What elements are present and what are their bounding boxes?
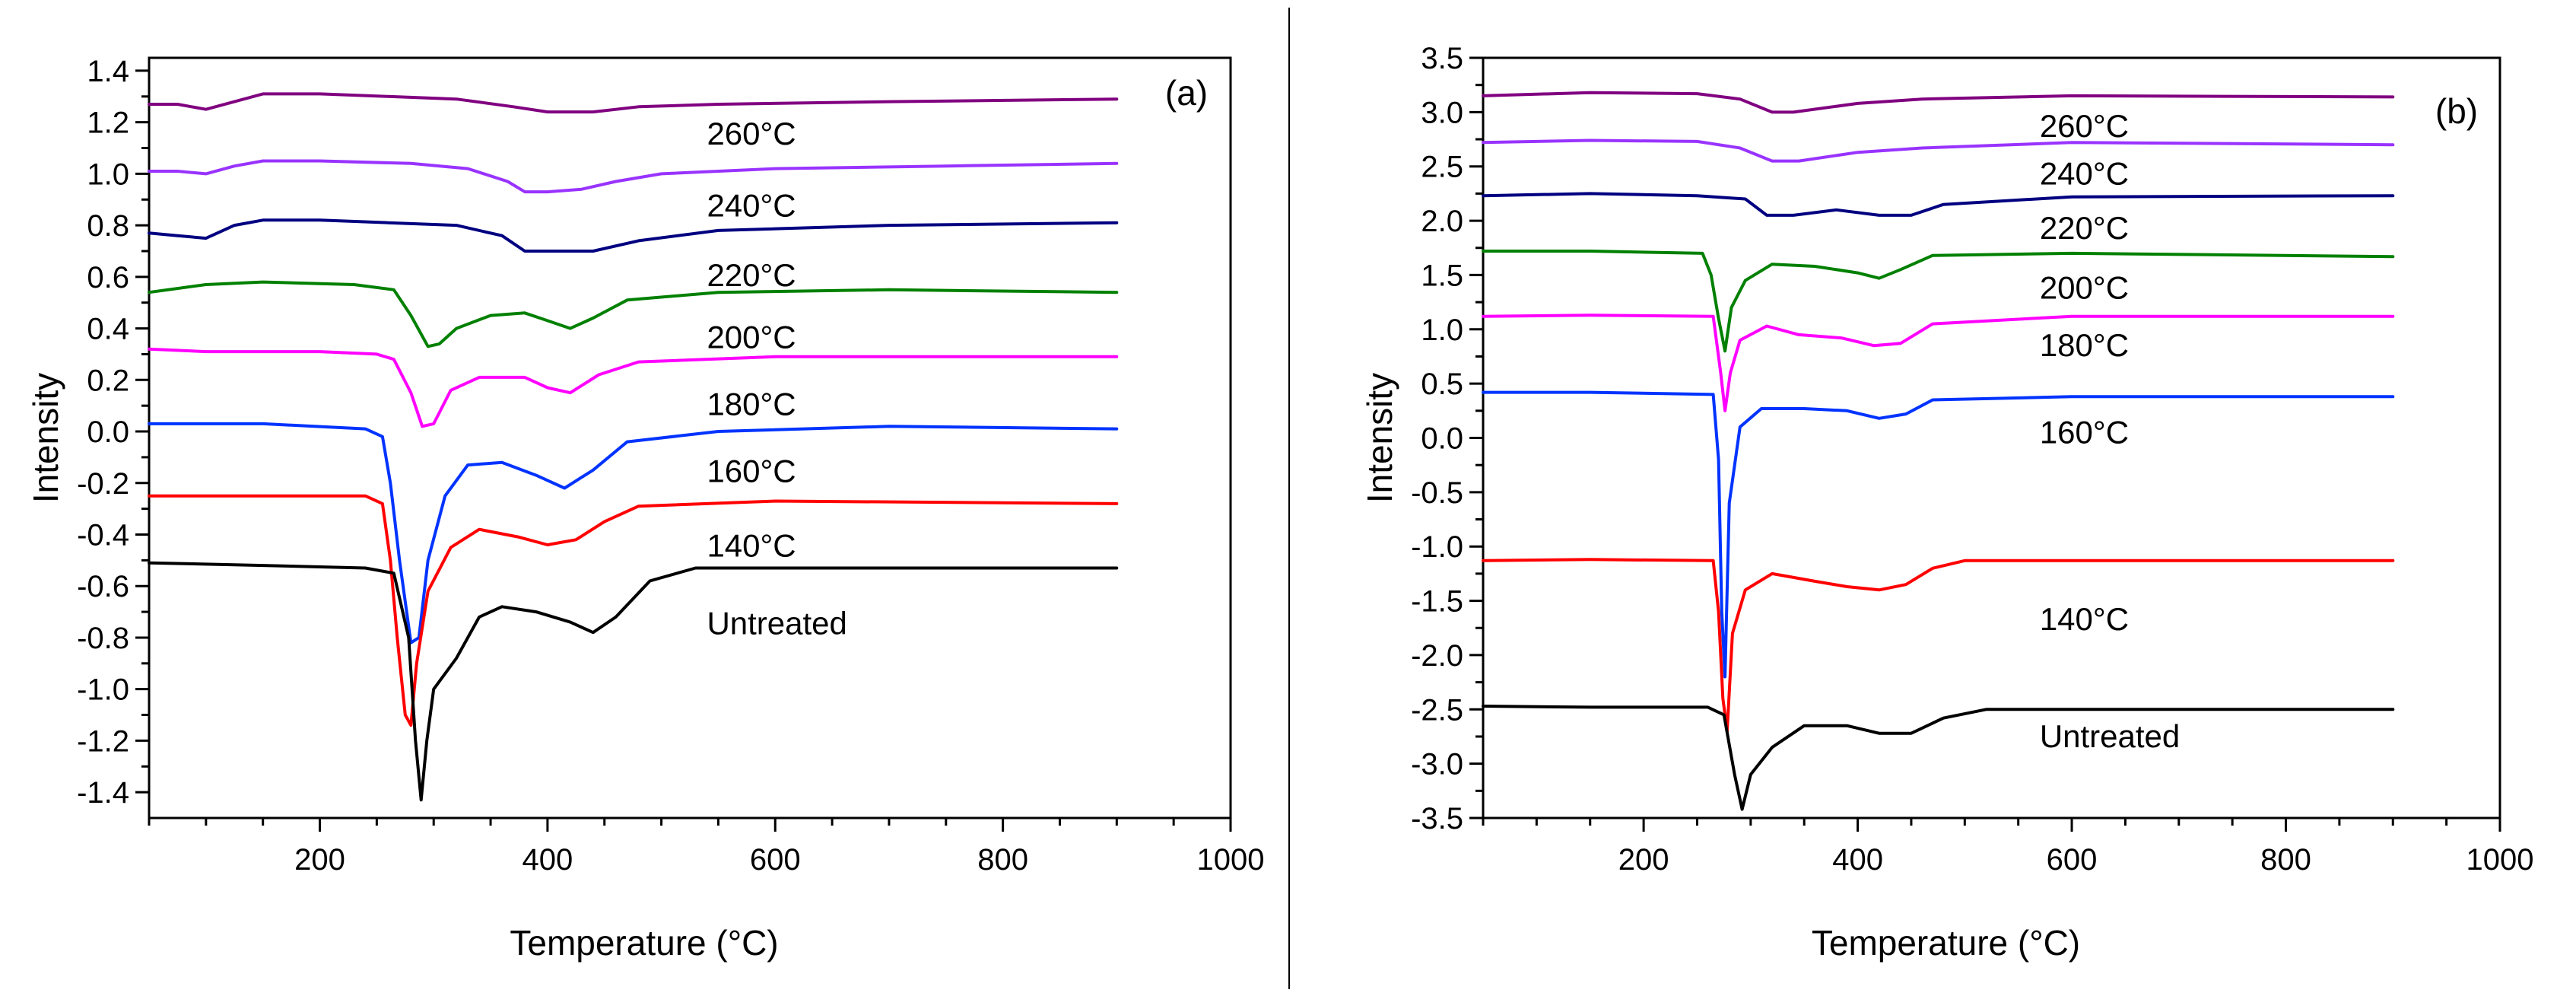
y-tick-label: 0.0 [1421,422,1463,456]
y-tick-label: -0.2 [77,467,129,501]
y-tick-label: -0.4 [77,518,129,552]
x-tick-label: 400 [523,843,573,877]
plot-frame [1482,56,2501,820]
y-tick-label: 3.5 [1421,42,1463,75]
y-tick-label: 1.2 [87,107,129,140]
y-tick-label: 0.2 [87,364,129,397]
series-label: Untreated [707,605,846,641]
series-line-untreated [148,561,1119,802]
series-label: 160°C [2040,414,2129,450]
y-tick-label: 2.0 [1421,205,1463,238]
y-tick-label: 1.4 [87,55,129,88]
series-line-140c [1482,558,2395,733]
y-tick-label: 0.4 [87,313,129,346]
y-tick-label: -1.0 [1411,530,1463,564]
series-line-160c [1482,390,2395,679]
y-tick-label: -0.8 [77,622,129,655]
series-label: 240°C [2040,156,2129,192]
y-tick-label: -1.2 [77,724,129,758]
x-tick-label: 600 [2047,843,2098,877]
series-label: 140°C [2040,601,2129,637]
series-label: 260°C [2040,108,2129,144]
series-label: 160°C [707,454,796,489]
y-axis-label: Intensity [26,373,65,503]
series-line-240c [148,159,1119,194]
y-tick-label: -1.4 [77,776,129,810]
series-label: 220°C [707,257,796,293]
y-tick-label: 3.0 [1421,96,1463,129]
y-tick-label: -0.5 [1411,476,1463,510]
x-axis-label: Temperature (°C) [1812,923,2080,963]
y-tick-label: 1.5 [1421,259,1463,292]
series-line-200c [148,280,1119,349]
series-line-260c [1482,91,2395,114]
x-tick-label: 600 [750,843,801,877]
series-label: 180°C [707,386,796,422]
series-line-260c [148,92,1119,114]
panel-label: (b) [2435,91,2478,131]
series-label: 180°C [2040,327,2129,363]
y-tick-label: -0.6 [77,570,129,603]
series-line-140c [148,494,1119,727]
series-label: 240°C [707,188,796,224]
y-tick-label: -3.5 [1411,802,1463,835]
y-tick-label: 0.8 [87,209,129,243]
series-line-160c [148,422,1119,644]
series-label: Untreated [2040,718,2180,754]
series-label: 220°C [2040,210,2129,246]
series-line-untreated [1482,705,2395,811]
y-tick-label: 0.6 [87,261,129,294]
panel-a: 200 400 600 800 1000 1.4 1.2 1.0 0.8 0.6 0.4 0.2 0.0… [26,55,1264,963]
y-tick-label: -2.0 [1411,639,1463,673]
y-tick-label: 1.0 [1421,313,1463,347]
x-tick-label: 800 [977,843,1028,877]
series-line-200c [1482,250,2395,353]
y-tick-label: -1.5 [1411,585,1463,619]
x-tick-label: 800 [2260,843,2311,877]
series-label: 140°C [707,528,796,564]
x-tick-label: 200 [294,843,345,877]
series-label: 200°C [707,319,796,355]
y-tick-label: -3.0 [1411,748,1463,781]
x-tick-label: 400 [1832,843,1883,877]
x-tick-label: 200 [1618,843,1669,877]
y-tick-label: 1.0 [87,158,129,191]
series-line-240c [1482,138,2395,163]
y-tick-label: 0.5 [1421,368,1463,401]
plot-frame [148,56,1232,820]
panel-label: (a) [1165,73,1208,113]
series-label: 260°C [707,116,796,151]
y-tick-label: -1.0 [77,673,129,707]
series-label: 200°C [2040,270,2129,306]
y-tick-label: 2.5 [1421,151,1463,184]
y-axis-label: Intensity [1360,373,1399,503]
x-tick-label: 1000 [2466,843,2534,877]
series-line-220c [1482,192,2395,217]
y-tick-label: -2.5 [1411,693,1463,727]
series-line-180c [1482,313,2395,412]
x-tick-label: 1000 [1197,843,1265,877]
panel-b: 200 400 600 800 1000 3.5 3.0 2.5 2.0 1.5 1.0 0.5 0.0… [1360,42,2533,963]
x-axis-label: Temperature (°C) [510,923,778,963]
y-tick-label: 0.0 [87,415,129,449]
series-line-180c [148,347,1119,428]
series-line-220c [148,218,1119,253]
